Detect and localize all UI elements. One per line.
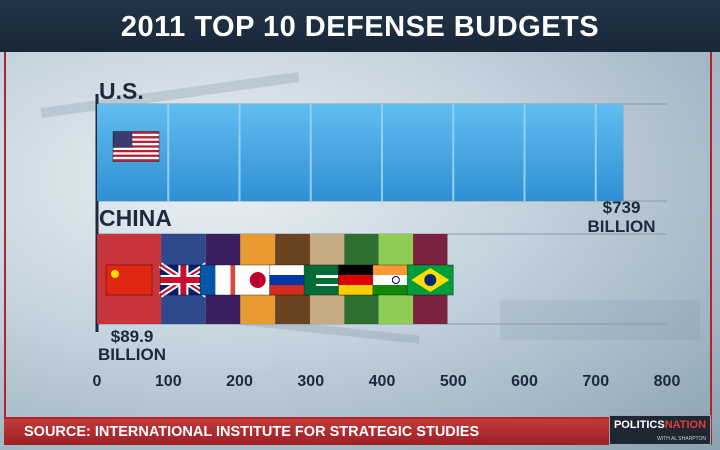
logo-text: POLITICSNATION <box>613 419 707 431</box>
tick-label: 500 <box>440 373 467 390</box>
brazil-flag-icon <box>406 264 454 296</box>
title-bar: 2011 TOP 10 DEFENSE BUDGETS <box>0 0 720 52</box>
bar-value-label: $89.9 <box>111 327 154 346</box>
logo-tagline: WITH AL SHARPTON <box>657 436 706 442</box>
bars <box>97 104 624 324</box>
china-flag-icon <box>105 264 153 296</box>
tick-label: 800 <box>654 373 681 390</box>
tick-label: 300 <box>297 373 324 390</box>
bar-value-label: $739 <box>603 198 641 217</box>
tick-label: 0 <box>93 373 102 390</box>
tick-label: 600 <box>511 373 538 390</box>
source-text: SOURCE: INTERNATIONAL INSTITUTE FOR STRA… <box>24 424 480 440</box>
tick-label: 400 <box>369 373 396 390</box>
bar-category-label: U.S. <box>99 78 144 104</box>
bar-value-label: BILLION <box>98 345 166 364</box>
network-logo: POLITICSNATION WITH AL SHARPTON <box>609 415 711 445</box>
tick-label: 200 <box>226 373 253 390</box>
tick-label: 700 <box>582 373 609 390</box>
bar-category-label: CHINA <box>99 205 172 231</box>
us-flag-icon <box>112 131 160 162</box>
x-axis: 0 100 200 300 400 500 600 700 800 <box>93 94 681 390</box>
uk-flag-icon <box>158 262 209 298</box>
chart-title: 2011 TOP 10 DEFENSE BUDGETS <box>120 11 600 43</box>
bar-value-label: BILLION <box>588 217 656 236</box>
tick-label: 100 <box>155 373 182 390</box>
source-bar: SOURCE: INTERNATIONAL INSTITUTE FOR STRA… <box>4 419 712 445</box>
bar-segment <box>97 104 624 201</box>
frame-border <box>4 52 712 419</box>
